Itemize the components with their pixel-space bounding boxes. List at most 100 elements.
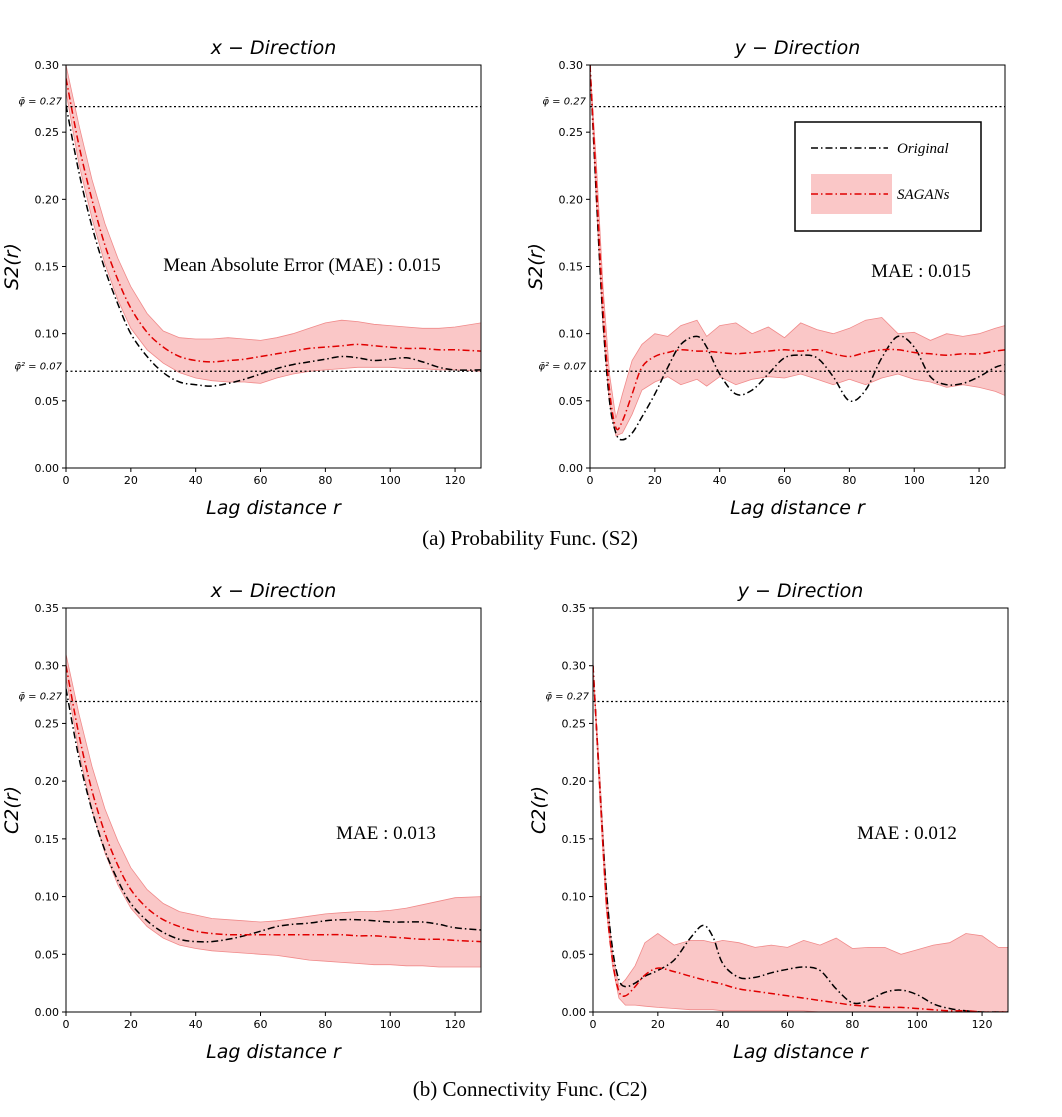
axes-frame [65,607,482,1013]
y-tick-label: 0.30 [35,660,60,673]
x-axis-label: Lag distance r [730,497,866,519]
reference-line-label: φ̄ = 0.27 [18,97,62,108]
y-tick-label: 0.35 [35,602,60,615]
y-tick-label: 0.25 [35,126,60,139]
y-tick-label: 0.05 [35,395,60,408]
x-axis-label: Lag distance r [206,497,342,519]
y-tick-label: 0.15 [35,833,60,846]
x-axis-label: Lag distance r [206,1041,342,1063]
caption-b: (b) Connectivity Func. (C2) [413,1077,647,1101]
y-tick-label: 0.25 [559,126,584,139]
series-line-sagans [66,78,481,363]
y-tick-label: 0.20 [35,775,60,788]
plot-area [593,665,1008,1012]
reference-line-label: φ̄ = 0.27 [545,691,589,702]
x-tick-label: 0 [587,474,594,487]
series-line-original [593,665,1008,1012]
y-tick-label: 0.30 [35,59,60,72]
y-tick-label: 0.20 [35,193,60,206]
y-tick-label: 0.35 [562,602,587,615]
x-tick-label: 60 [254,1018,268,1031]
y-tick-label: 0.00 [562,1006,587,1019]
series-line-original [66,688,481,943]
x-tick-label: 20 [648,474,662,487]
y-tick-label: 0.15 [35,261,60,274]
x-tick-label: 20 [651,1018,665,1031]
x-tick-label: 80 [318,474,332,487]
x-tick-label: 60 [254,474,268,487]
y-axis-label: C2(r) [1,786,23,834]
x-tick-label: 80 [842,474,856,487]
series-line-sagans [590,65,1005,431]
sagans-confidence-band [593,665,1008,1012]
sagans-confidence-band [66,65,481,384]
y-tick-label: 0.10 [35,891,60,904]
plot-area [66,654,481,968]
y-tick-label: 0.00 [35,462,60,475]
x-tick-label: 100 [380,474,401,487]
x-tick-label: 100 [904,474,925,487]
panel-s2-y-direction: φ̄ = 0.27 φ̄² = 0.07 0 20 40 60 80 100 120 0.00 0.… [525,37,1006,519]
panel-title: x − Direction [210,37,337,59]
x-tick-label: 100 [907,1018,928,1031]
y-tick-label: 0.20 [559,193,584,206]
caption-a: (a) Probability Func. (S2) [422,526,638,550]
x-tick-label: 120 [445,1018,466,1031]
panel-title: y − Direction [737,580,864,602]
y-tick-label: 0.10 [559,328,584,341]
y-tick-label: 0.00 [35,1006,60,1019]
mae-annotation: MAE : 0.015 [871,261,971,282]
x-tick-label: 40 [189,474,203,487]
y-tick-label: 0.20 [562,775,587,788]
y-tick-label: 0.15 [559,261,584,274]
legend: Original SAGANs [794,121,982,232]
x-tick-label: 20 [124,1018,138,1031]
panel-s2-x-direction: φ̄ = 0.27 φ̄² = 0.07 0 20 40 60 80 100 120 0.00 0.… [1,37,482,519]
plot-area [66,65,481,387]
reference-line-label: φ̄² = 0.07 [538,361,586,372]
y-axis-label: C2(r) [528,786,550,834]
legend-label-sagans: SAGANs [897,187,950,203]
sagans-confidence-band [66,654,481,968]
panel-title: x − Direction [210,580,337,602]
series-line-original [590,65,1005,441]
y-tick-label: 0.05 [35,948,60,961]
x-tick-label: 0 [590,1018,597,1031]
x-tick-label: 40 [716,1018,730,1031]
y-tick-label: 0.05 [562,948,587,961]
x-tick-label: 60 [778,474,792,487]
y-tick-label: 0.25 [35,717,60,730]
panel-title: y − Direction [734,37,861,59]
mae-annotation: MAE : 0.012 [857,823,957,844]
mae-annotation: MAE : 0.013 [336,823,436,844]
plot-area [590,65,1005,441]
x-axis-label: Lag distance r [733,1041,869,1063]
y-tick-label: 0.05 [559,395,584,408]
y-tick-label: 0.25 [562,717,587,730]
series-line-sagans [66,665,481,943]
y-axis-label: S2(r) [525,243,547,290]
x-tick-label: 0 [63,474,70,487]
panel-c2-x-direction: φ̄ = 0.27 0 20 40 60 80 100 120 0.00 0.05 0.10 0.15… [1,580,482,1063]
legend-label-original: Original [897,141,949,157]
x-tick-label: 80 [845,1018,859,1031]
y-tick-label: 0.10 [562,891,587,904]
y-tick-label: 0.30 [562,660,587,673]
x-tick-label: 120 [969,474,990,487]
y-tick-label: 0.30 [559,59,584,72]
reference-line-label: φ̄ = 0.27 [542,97,586,108]
y-tick-label: 0.15 [562,833,587,846]
x-tick-label: 40 [189,1018,203,1031]
y-tick-label: 0.00 [559,462,584,475]
y-axis-label: S2(r) [1,243,23,290]
sagans-confidence-band [590,65,1005,437]
axes-frame [592,607,1009,1013]
x-tick-label: 20 [124,474,138,487]
x-tick-label: 100 [380,1018,401,1031]
reference-line-label: φ̄ = 0.27 [18,691,62,702]
x-tick-label: 120 [445,474,466,487]
mae-annotation: Mean Absolute Error (MAE) : 0.015 [163,255,441,276]
x-tick-label: 120 [972,1018,993,1031]
panel-c2-y-direction: φ̄ = 0.27 0 20 40 60 80 100 120 0.00 0.05 0.10 0.15… [528,580,1009,1063]
x-tick-label: 60 [781,1018,795,1031]
